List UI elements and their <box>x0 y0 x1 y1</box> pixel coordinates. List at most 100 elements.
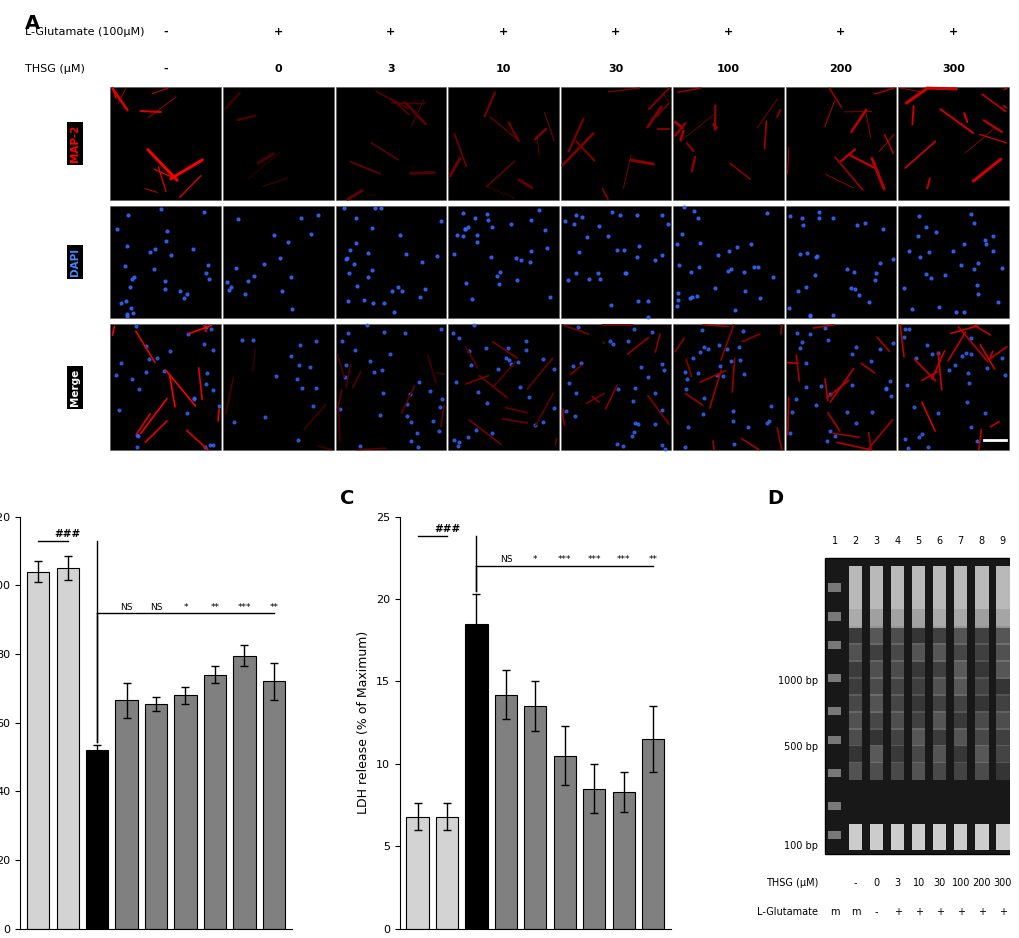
Text: ***: *** <box>587 555 600 565</box>
Bar <box>869 627 882 644</box>
Text: -: - <box>853 878 857 888</box>
Bar <box>335 87 445 200</box>
Bar <box>848 660 861 679</box>
Text: C: C <box>339 490 355 508</box>
Text: 300: 300 <box>993 878 1011 888</box>
Bar <box>911 627 924 644</box>
Bar <box>996 728 1009 747</box>
Bar <box>110 205 221 318</box>
Bar <box>911 824 924 851</box>
Bar <box>827 769 841 777</box>
Bar <box>524 706 546 929</box>
Text: +: + <box>956 907 964 917</box>
Bar <box>827 830 841 839</box>
Bar <box>953 643 967 662</box>
Bar <box>953 824 967 851</box>
Text: 3: 3 <box>386 64 394 73</box>
Bar <box>869 643 882 662</box>
Text: 2: 2 <box>852 536 858 546</box>
Bar <box>911 677 924 696</box>
Bar <box>996 567 1009 628</box>
Bar <box>869 728 882 747</box>
Bar <box>673 205 783 318</box>
Text: ***: *** <box>616 555 630 565</box>
Bar <box>932 627 946 644</box>
Bar <box>223 205 333 318</box>
Bar <box>953 567 967 628</box>
Bar <box>974 610 987 628</box>
Text: D: D <box>767 490 783 508</box>
Text: +: + <box>998 907 1006 917</box>
Text: THSG (μM): THSG (μM) <box>25 64 86 73</box>
Bar <box>898 324 1008 450</box>
Bar <box>848 567 861 628</box>
Bar <box>869 567 882 628</box>
Bar <box>974 728 987 747</box>
Text: -: - <box>163 64 168 73</box>
Bar <box>974 567 987 628</box>
Bar <box>911 694 924 713</box>
Bar <box>583 789 605 929</box>
Text: ###: ### <box>54 529 81 539</box>
Bar <box>953 677 967 696</box>
Bar <box>891 728 904 747</box>
Bar <box>891 762 904 780</box>
Bar <box>974 762 987 780</box>
Text: +: + <box>386 27 395 38</box>
Text: 300: 300 <box>942 64 964 73</box>
Bar <box>869 694 882 713</box>
Bar <box>898 205 1008 318</box>
Bar <box>827 613 841 621</box>
Bar <box>974 745 987 764</box>
Text: **: ** <box>269 603 278 612</box>
Text: 200: 200 <box>972 878 990 888</box>
Text: 1: 1 <box>830 536 837 546</box>
Bar <box>974 694 987 713</box>
Text: 0: 0 <box>872 878 878 888</box>
Bar <box>848 728 861 747</box>
Bar <box>932 660 946 679</box>
Text: THSG (μM): THSG (μM) <box>765 878 817 888</box>
Bar <box>932 694 946 713</box>
Text: +: + <box>914 907 922 917</box>
Text: MAP-2: MAP-2 <box>69 125 79 162</box>
Text: L-Glutamate: L-Glutamate <box>757 907 817 917</box>
Bar <box>869 660 882 679</box>
Bar <box>996 824 1009 851</box>
Bar <box>911 610 924 628</box>
Bar <box>223 324 333 450</box>
Text: +: + <box>723 27 733 38</box>
Bar <box>673 324 783 450</box>
Bar <box>953 711 967 730</box>
Bar <box>827 641 841 649</box>
Bar <box>974 627 987 644</box>
Text: 100: 100 <box>951 878 969 888</box>
Bar <box>56 568 78 929</box>
Text: 6: 6 <box>935 536 942 546</box>
Bar <box>848 694 861 713</box>
Bar <box>974 677 987 696</box>
Bar <box>673 87 783 200</box>
Bar <box>335 324 445 450</box>
Bar <box>911 660 924 679</box>
Bar <box>263 682 284 929</box>
Bar <box>848 677 861 696</box>
Bar <box>932 728 946 747</box>
Bar <box>911 567 924 628</box>
Text: +: + <box>977 907 985 917</box>
Bar <box>494 695 517 929</box>
Bar <box>891 610 904 628</box>
Bar <box>848 643 861 662</box>
Bar <box>204 674 226 929</box>
Text: 9: 9 <box>999 536 1005 546</box>
Text: 100: 100 <box>716 64 739 73</box>
Bar <box>996 610 1009 628</box>
Bar <box>932 643 946 662</box>
Bar <box>932 610 946 628</box>
Bar <box>953 610 967 628</box>
Text: +: + <box>498 27 507 38</box>
Text: 7: 7 <box>957 536 963 546</box>
Bar <box>553 756 576 929</box>
Bar <box>447 324 558 450</box>
Bar <box>560 87 671 200</box>
